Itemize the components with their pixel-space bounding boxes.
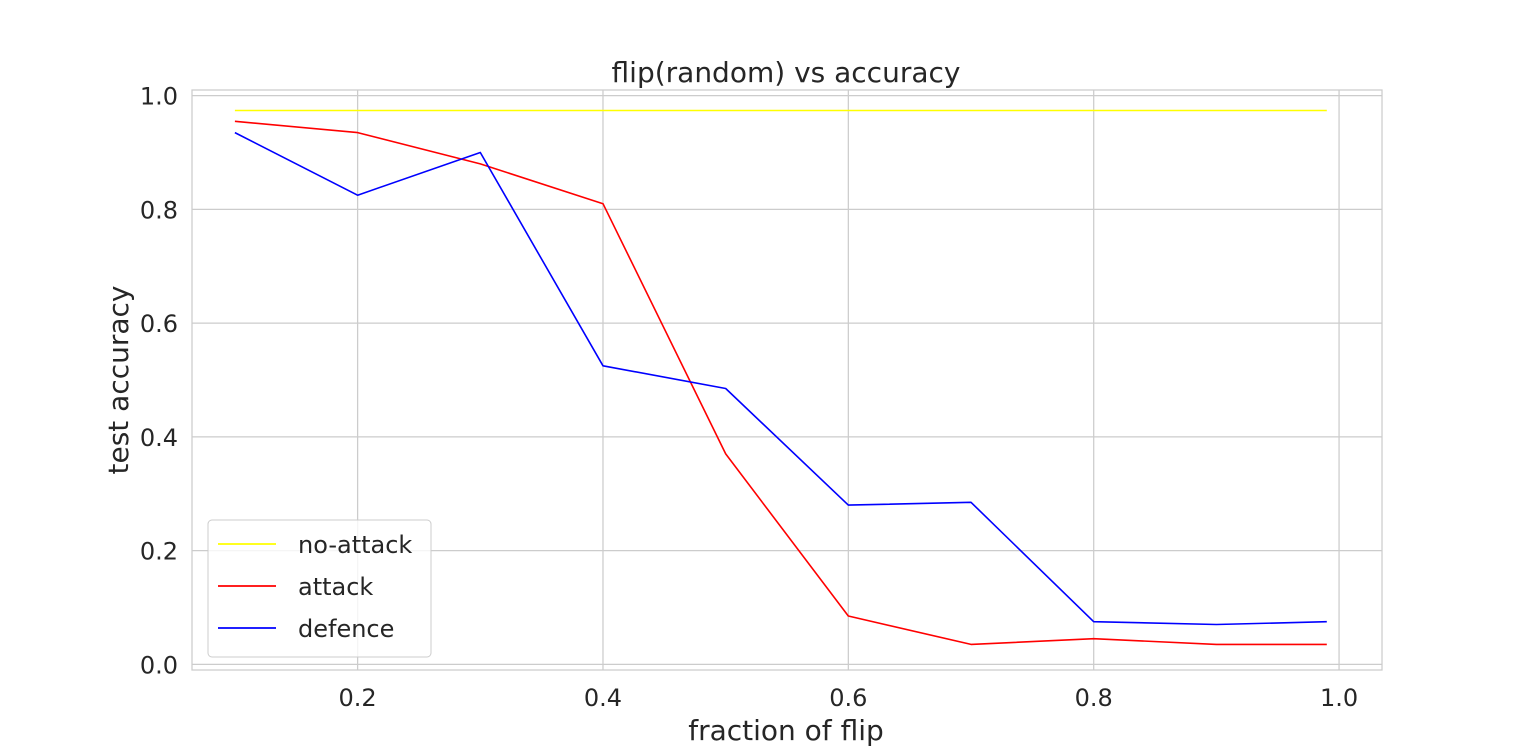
plot-frame	[191, 89, 1383, 671]
series-line-defence	[234, 131, 1327, 626]
y-tick-label: 0.8	[140, 196, 178, 224]
legend-frame	[207, 519, 432, 658]
legend-label-no-attack: no-attack	[298, 531, 412, 559]
y-tick-label: 0.6	[140, 310, 178, 338]
legend-label-defence: defence	[298, 615, 394, 643]
y-tick-label: 0.2	[140, 538, 178, 566]
y-tick-label: 1.0	[140, 83, 178, 111]
chart-title: flip(random) vs accuracy	[612, 56, 961, 89]
x-tick-label: 0.6	[829, 684, 867, 712]
grid-lines	[192, 90, 1382, 670]
y-axis-label: test accuracy	[102, 286, 135, 475]
y-tick-label: 0.4	[140, 424, 178, 452]
series-line-attack	[234, 120, 1327, 646]
x-tick-label: 0.4	[584, 684, 622, 712]
x-axis-label: fraction of flip	[688, 714, 884, 747]
x-tick-labels: 0.2 0.4 0.6 0.8 1.0	[339, 684, 1359, 712]
legend-label-attack: attack	[298, 573, 373, 601]
y-tick-labels: 0.0 0.2 0.4 0.6 0.8 1.0	[140, 83, 178, 680]
y-tick-label: 0.0	[140, 651, 178, 679]
x-tick-label: 0.2	[339, 684, 377, 712]
x-tick-label: 1.0	[1320, 684, 1358, 712]
x-tick-label: 0.8	[1075, 684, 1113, 712]
series-layer	[234, 109, 1327, 646]
legend: no-attack attack defence	[207, 519, 432, 658]
legend-items: no-attack attack defence	[218, 531, 412, 643]
